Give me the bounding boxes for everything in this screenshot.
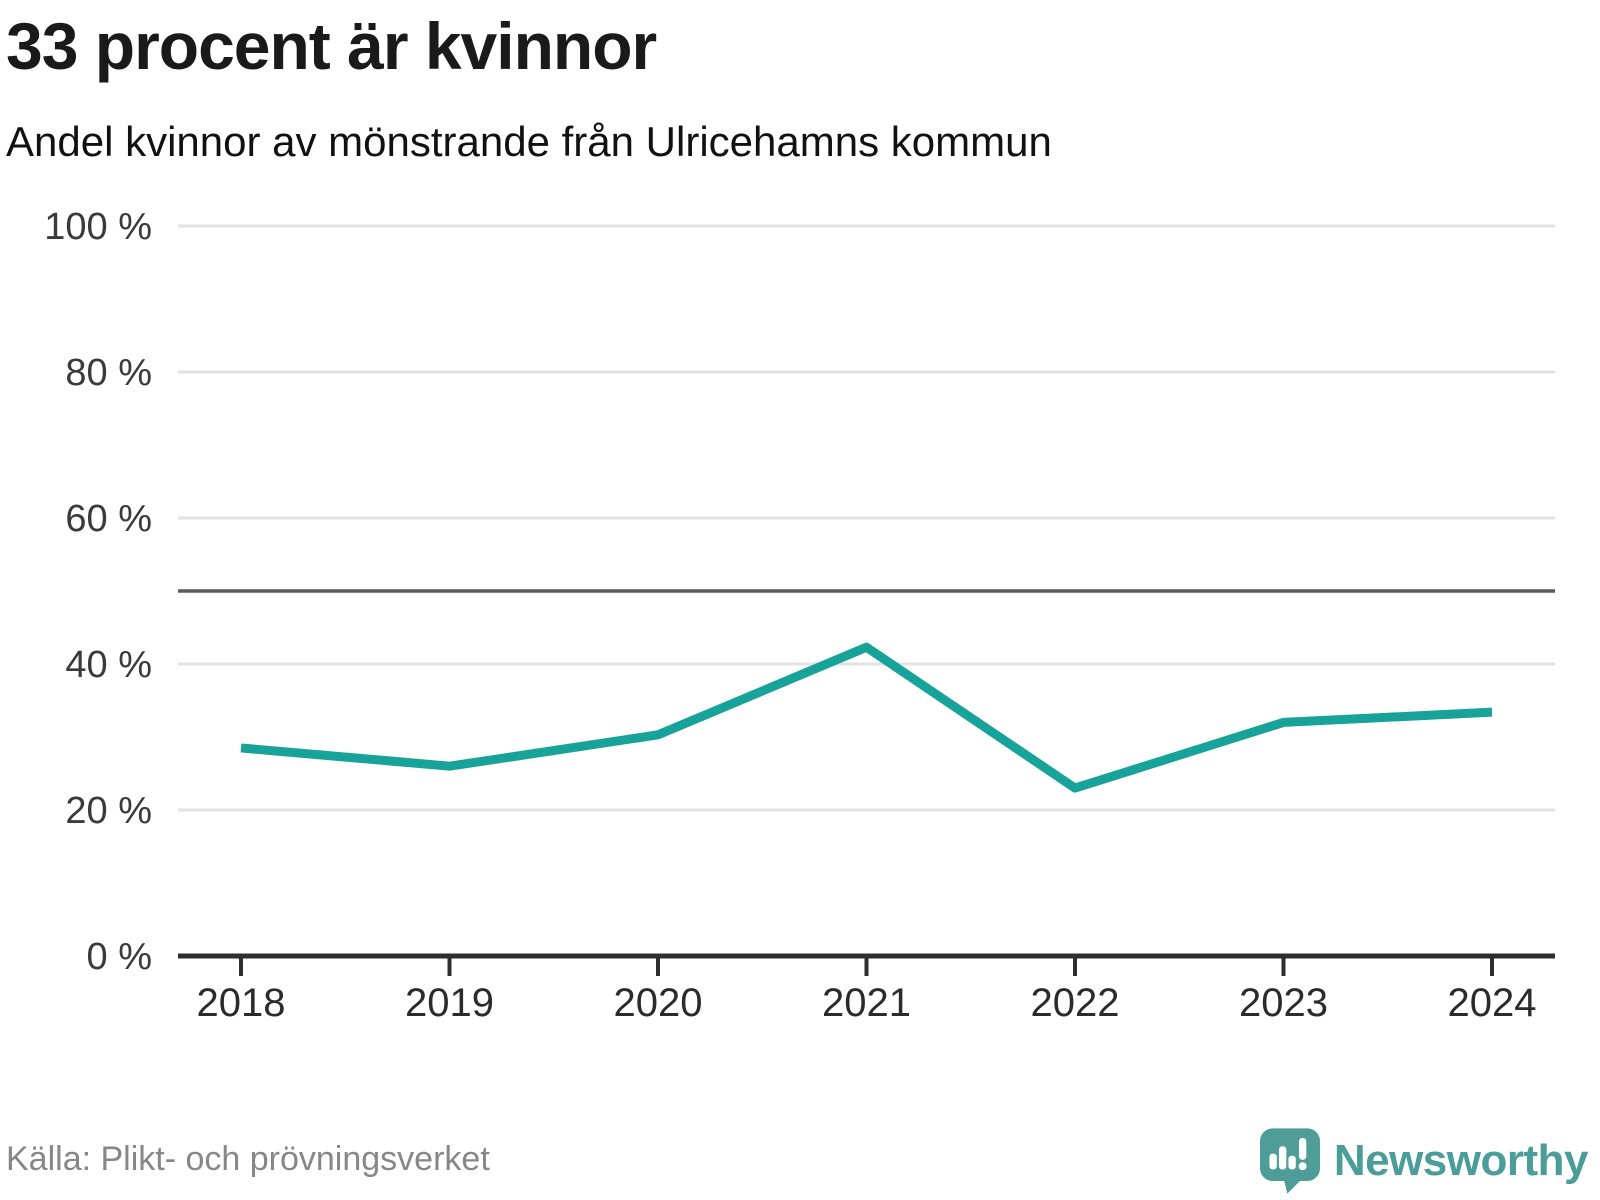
chart-subtitle: Andel kvinnor av mönstrande från Ulriceh… (6, 118, 1052, 165)
x-tick-label: 2023 (1239, 981, 1328, 1025)
newsworthy-logo-text: Newsworthy (1333, 1136, 1589, 1185)
x-tick-label: 2022 (1031, 981, 1120, 1025)
y-tick-label: 0 % (87, 936, 152, 978)
y-tick-label: 100 % (44, 206, 152, 248)
data-line (240, 642, 1493, 793)
newsworthy-logo-icon (1259, 1128, 1320, 1194)
x-tick-label: 2021 (822, 981, 911, 1025)
y-tick-label: 60 % (65, 498, 152, 540)
x-tick-label: 2019 (405, 981, 494, 1025)
x-tick-label: 2018 (197, 981, 286, 1025)
y-tick-label: 40 % (65, 644, 152, 686)
page-title: 33 procent är kvinnor (6, 9, 657, 83)
y-tick-label: 80 % (65, 352, 152, 394)
source-note: Källa: Plikt- och prövningsverket (6, 1140, 490, 1178)
y-tick-label: 20 % (65, 790, 152, 832)
x-tick-label: 2024 (1448, 981, 1537, 1025)
newsworthy-logo: Newsworthy (1259, 1128, 1589, 1194)
x-tick-label: 2020 (614, 981, 703, 1025)
